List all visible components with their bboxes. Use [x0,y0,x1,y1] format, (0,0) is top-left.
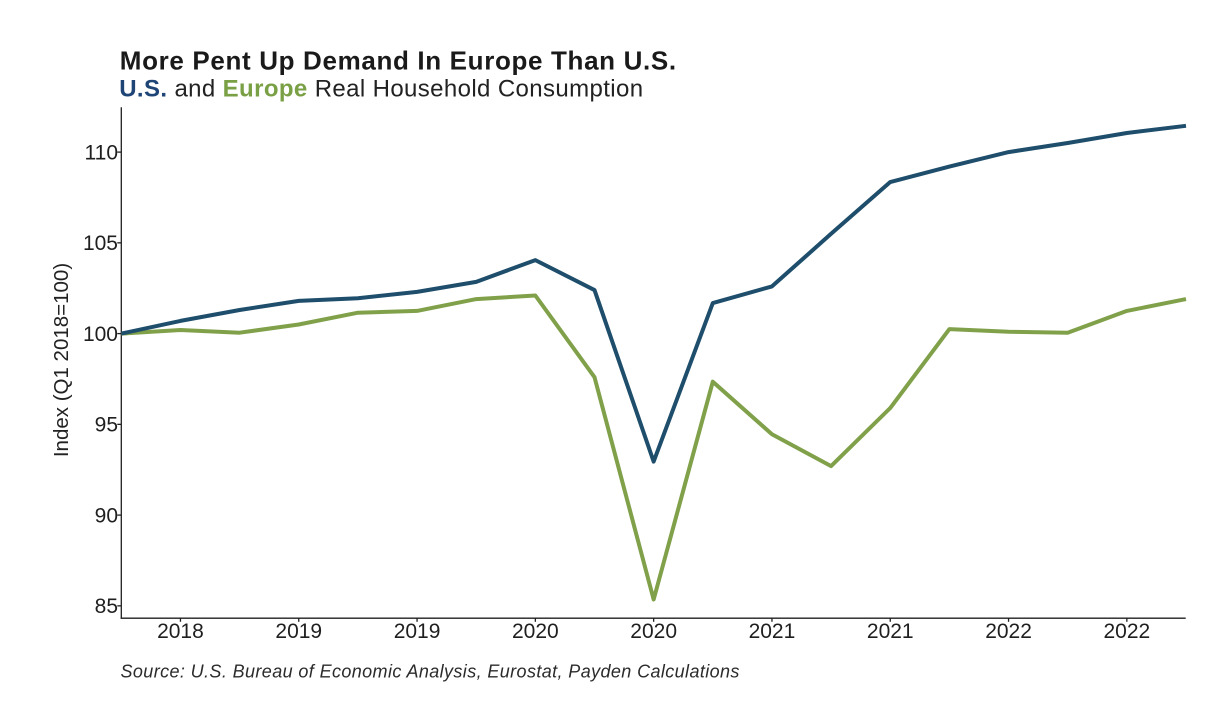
svg-text:U.S. and Europe Real Household: U.S. and Europe Real Household Consumpti… [119,76,643,103]
svg-text:2018: 2018 [157,620,204,643]
svg-text:100: 100 [83,323,118,346]
svg-text:2021: 2021 [749,620,796,643]
svg-text:85: 85 [95,595,118,618]
svg-text:2020: 2020 [512,620,559,643]
svg-text:2022: 2022 [1103,620,1150,643]
svg-text:2021: 2021 [867,620,914,643]
svg-text:Index (Q1 2018=100): Index (Q1 2018=100) [50,263,73,457]
svg-text:2019: 2019 [275,620,322,643]
svg-text:110: 110 [85,141,118,164]
svg-text:2022: 2022 [985,620,1032,643]
svg-text:90: 90 [95,504,118,527]
svg-text:2020: 2020 [630,620,677,643]
svg-text:95: 95 [95,414,118,437]
svg-text:105: 105 [83,232,118,255]
svg-text:Source: U.S. Bureau of Economi: Source: U.S. Bureau of Economic Analysis… [121,661,740,681]
svg-text:More Pent Up Demand In Europe: More Pent Up Demand In Europe Than U.S. [120,46,677,76]
svg-text:2019: 2019 [394,620,441,643]
